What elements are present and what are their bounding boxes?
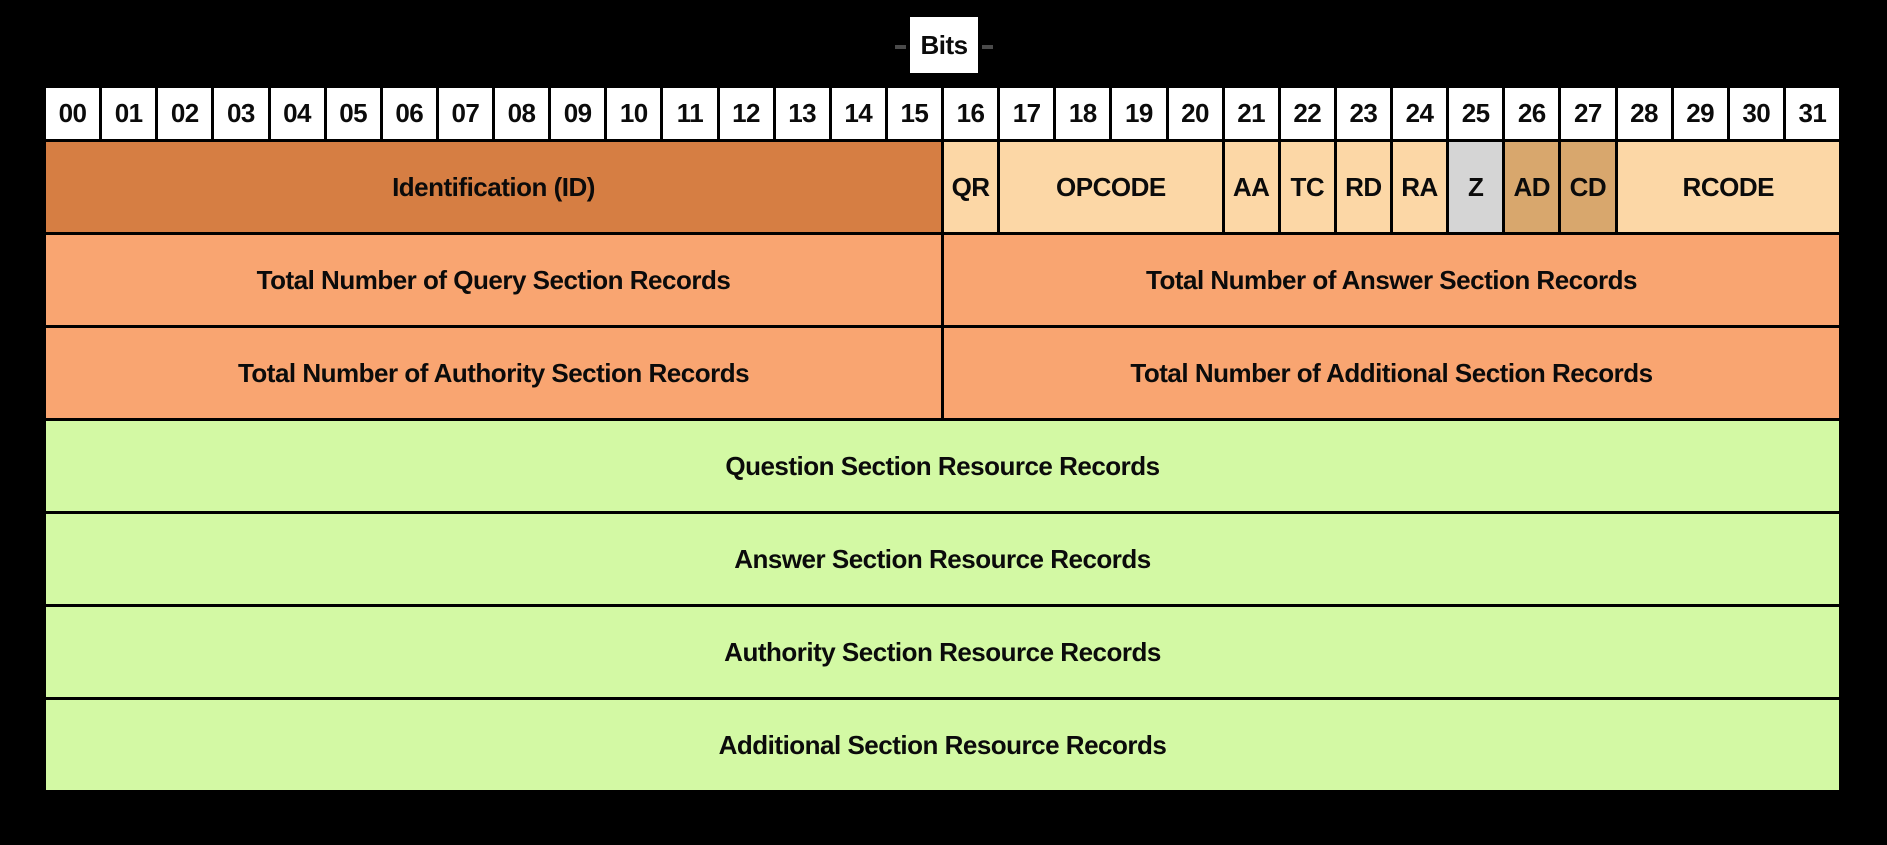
count-authority-section: Total Number of Authority Section Record… xyxy=(46,328,941,418)
bit-03: 03 xyxy=(214,88,268,139)
bit-16: 16 xyxy=(944,88,998,139)
field-rcode: RCODE xyxy=(1617,142,1839,232)
bit-10: 10 xyxy=(607,88,661,139)
bit-11: 11 xyxy=(663,88,717,139)
field-ra: RA xyxy=(1393,142,1447,232)
bit-05: 05 xyxy=(326,88,380,139)
bit-26: 26 xyxy=(1505,88,1559,139)
bits-left-dash xyxy=(895,45,906,49)
section-answer-records: Answer Section Resource Records xyxy=(46,514,1839,604)
bit-27: 27 xyxy=(1561,88,1615,139)
bit-28: 28 xyxy=(1617,88,1671,139)
field-tc: TC xyxy=(1280,142,1334,232)
bit-30: 30 xyxy=(1729,88,1783,139)
field-ad: AD xyxy=(1505,142,1559,232)
bit-01: 01 xyxy=(102,88,156,139)
bit-23: 23 xyxy=(1336,88,1390,139)
count-additional-section: Total Number of Additional Section Recor… xyxy=(944,328,1839,418)
bit-29: 29 xyxy=(1673,88,1727,139)
bit-00: 00 xyxy=(46,88,100,139)
bit-07: 07 xyxy=(438,88,492,139)
dns-message-table: 00 01 02 03 04 05 06 07 08 09 10 11 12 1… xyxy=(43,85,1842,793)
bit-19: 19 xyxy=(1112,88,1166,139)
bit-15: 15 xyxy=(887,88,941,139)
count-answer-section: Total Number of Answer Section Records xyxy=(944,235,1839,325)
field-cd: CD xyxy=(1561,142,1615,232)
bit-22: 22 xyxy=(1280,88,1334,139)
bit-25: 25 xyxy=(1449,88,1503,139)
bits-label: Bits xyxy=(920,29,968,60)
field-qr: QR xyxy=(944,142,998,232)
bit-09: 09 xyxy=(551,88,605,139)
bit-08: 08 xyxy=(495,88,549,139)
bits-label-box: Bits xyxy=(910,17,978,73)
field-opcode: OPCODE xyxy=(1000,142,1222,232)
bit-04: 04 xyxy=(270,88,324,139)
bits-right-dash xyxy=(982,45,993,49)
bit-14: 14 xyxy=(831,88,885,139)
bit-13: 13 xyxy=(775,88,829,139)
section-authority-records: Authority Section Resource Records xyxy=(46,607,1839,697)
section-additional-records: Additional Section Resource Records xyxy=(46,700,1839,790)
field-identification: Identification (ID) xyxy=(46,142,941,232)
bit-20: 20 xyxy=(1168,88,1222,139)
bit-02: 02 xyxy=(158,88,212,139)
bit-18: 18 xyxy=(1056,88,1110,139)
bit-24: 24 xyxy=(1393,88,1447,139)
bit-12: 12 xyxy=(719,88,773,139)
bit-31: 31 xyxy=(1785,88,1839,139)
bit-17: 17 xyxy=(1000,88,1054,139)
bit-06: 06 xyxy=(382,88,436,139)
field-z: Z xyxy=(1449,142,1503,232)
count-query-section: Total Number of Query Section Records xyxy=(46,235,941,325)
field-aa: AA xyxy=(1224,142,1278,232)
field-rd: RD xyxy=(1336,142,1390,232)
section-question-records: Question Section Resource Records xyxy=(46,421,1839,511)
bit-21: 21 xyxy=(1224,88,1278,139)
